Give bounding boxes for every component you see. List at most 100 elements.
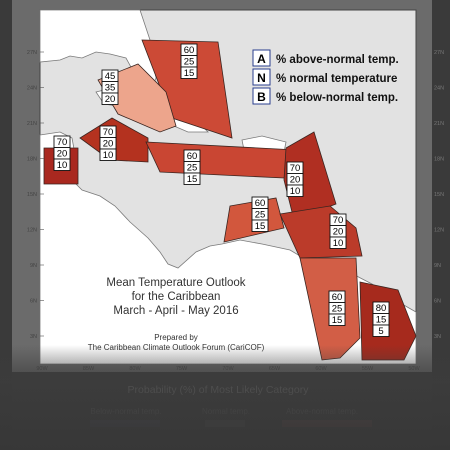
prob-cell-below bbox=[53, 158, 71, 171]
prob-cell-below bbox=[101, 92, 119, 105]
credit-line-2: The Caribbean Climate Outlook Forum (Car… bbox=[88, 343, 265, 352]
lat-label: 12N bbox=[27, 228, 37, 234]
legend-key-a: A bbox=[257, 52, 266, 66]
prob-cell-below bbox=[99, 148, 117, 161]
prob-value-below: 10 bbox=[57, 160, 68, 171]
bottom-legend-normal-bar bbox=[205, 420, 245, 427]
bottom-legend-below-bar bbox=[90, 420, 160, 427]
prob-value-above: 60 bbox=[255, 198, 266, 209]
title-line-1: Mean Temperature Outlook bbox=[106, 277, 245, 289]
prob-value-normal: 25 bbox=[255, 210, 266, 221]
legend-key-n: N bbox=[257, 71, 266, 85]
lat-label: 6N bbox=[30, 299, 37, 305]
credit-line-1: Prepared by bbox=[154, 333, 198, 342]
latitude-axis-right: 27N 24N 21N 18N 15N 12N 9N 6N 3N bbox=[434, 50, 444, 340]
prob-value-below: 15 bbox=[255, 221, 266, 232]
prob-value-above: 70 bbox=[57, 137, 68, 148]
right-edge-panel bbox=[432, 0, 450, 450]
bottom-legend-above: Above-normal temp. bbox=[286, 407, 358, 416]
lon-label: 60W bbox=[315, 366, 327, 372]
legend: A % above-normal temp. N % normal temper… bbox=[252, 49, 399, 105]
lon-label: 55W bbox=[362, 366, 374, 372]
lat-label-right: 24N bbox=[434, 86, 444, 92]
prob-value-above: 70 bbox=[333, 215, 344, 226]
prob-value-above: 60 bbox=[184, 45, 195, 56]
prob-cell-below bbox=[328, 313, 346, 326]
lat-label: 3N bbox=[30, 334, 37, 340]
legend-text-normal: % normal temperature bbox=[276, 73, 397, 85]
bottom-legend-below: Below-normal temp. bbox=[90, 407, 161, 416]
prob-cell-below bbox=[183, 172, 201, 185]
lat-label-right: 3N bbox=[434, 334, 441, 340]
lat-label-right: 6N bbox=[434, 299, 441, 305]
lon-label: 70W bbox=[222, 366, 234, 372]
latitude-axis: 27N 24N 21N 18N 15N 12N 9N 6N 3N bbox=[27, 50, 44, 340]
lat-label-right: 27N bbox=[434, 50, 444, 56]
bottom-legend: Probability (%) of Most Likely Category … bbox=[90, 384, 372, 427]
prob-value-below: 20 bbox=[105, 94, 116, 105]
prob-value-normal: 20 bbox=[333, 227, 344, 238]
longitude-axis: 90W 85W 80W 75W 70W 65W 60W 55W 50W bbox=[36, 366, 420, 372]
bottom-legend-normal: Normal temp. bbox=[202, 407, 250, 416]
bottom-legend-title: Probability (%) of Most Likely Category bbox=[128, 384, 310, 396]
lon-label: 65W bbox=[269, 366, 281, 372]
lat-label: 27N bbox=[27, 50, 37, 56]
lon-label: 90W bbox=[36, 366, 48, 372]
prob-value-normal: 25 bbox=[184, 57, 195, 68]
lat-label: 24N bbox=[27, 86, 37, 92]
prob-value-normal: 15 bbox=[376, 315, 387, 326]
prob-value-above: 45 bbox=[105, 71, 116, 82]
prob-value-below: 5 bbox=[378, 326, 383, 337]
lat-label: 9N bbox=[30, 263, 37, 269]
prob-value-normal: 25 bbox=[187, 163, 198, 174]
prob-cell-below bbox=[286, 184, 304, 197]
lon-label: 80W bbox=[129, 366, 141, 372]
lat-label-right: 21N bbox=[434, 121, 444, 127]
lat-label: 18N bbox=[27, 157, 37, 163]
prob-value-below: 15 bbox=[332, 315, 343, 326]
prob-value-below: 10 bbox=[103, 150, 114, 161]
prob-value-above: 60 bbox=[187, 151, 198, 162]
prob-value-normal: 20 bbox=[290, 175, 301, 186]
prob-value-above: 70 bbox=[103, 127, 114, 138]
prob-value-below: 10 bbox=[333, 238, 344, 249]
prob-value-below: 10 bbox=[290, 186, 301, 197]
bottom-legend-above-bar bbox=[282, 420, 372, 427]
prob-cell-below bbox=[372, 324, 390, 337]
lat-label: 15N bbox=[27, 192, 37, 198]
title-line-2: for the Caribbean bbox=[132, 291, 221, 303]
lat-label-right: 18N bbox=[434, 157, 444, 163]
lat-label-right: 9N bbox=[434, 263, 441, 269]
prob-value-above: 60 bbox=[332, 292, 343, 303]
legend-text-above: % above-normal temp. bbox=[276, 54, 399, 66]
prob-value-normal: 35 bbox=[105, 83, 116, 94]
prob-value-normal: 20 bbox=[57, 149, 68, 160]
prob-value-normal: 20 bbox=[103, 139, 114, 150]
prob-value-above: 80 bbox=[376, 303, 387, 314]
lat-label: 21N bbox=[27, 121, 37, 127]
legend-key-box-b bbox=[252, 87, 271, 105]
lat-label-right: 15N bbox=[434, 192, 444, 198]
prob-cell-below bbox=[251, 219, 269, 232]
legend-key-box-a bbox=[252, 49, 271, 67]
lon-label: 75W bbox=[176, 366, 188, 372]
prob-value-below: 15 bbox=[184, 68, 195, 79]
prob-value-above: 70 bbox=[290, 163, 301, 174]
prob-cell-below bbox=[180, 66, 198, 79]
prob-cell-below bbox=[329, 236, 347, 249]
legend-key-b: B bbox=[257, 90, 266, 104]
lon-label: 50W bbox=[408, 366, 420, 372]
